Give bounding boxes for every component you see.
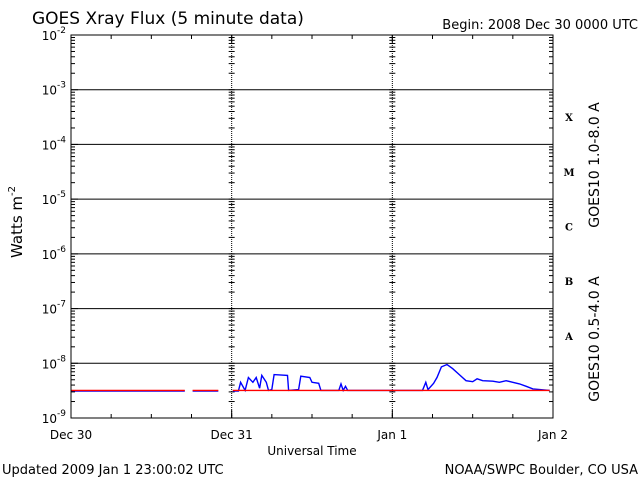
y-tick-label: 10-8: [42, 354, 67, 371]
flare-class-label: M: [563, 168, 574, 179]
flare-class-label: B: [565, 277, 573, 288]
x-tick-label: Dec 30: [50, 428, 92, 442]
x-axis-ticks: Dec 30 Dec 31 Jan 1 Jan 2: [50, 35, 568, 442]
plot-frame: [70, 34, 554, 419]
legend-series-long: GOES10 1.0-8.0 A: [587, 102, 603, 228]
grid-layer: [71, 35, 553, 419]
y-tick-label: 10-9: [42, 409, 67, 426]
x-tick-label: Jan 1: [376, 428, 407, 442]
y-tick-label: 10-5: [42, 190, 66, 207]
flare-class-label: A: [564, 332, 573, 343]
flare-class-labels: A B C M X: [563, 113, 574, 343]
legend-series-short: GOES10 0.5-4.0 A: [587, 276, 603, 402]
y-axis-label-sup: -2: [7, 186, 18, 196]
y-tick-label: 10-7: [42, 300, 66, 317]
y-axis-ticks: 10-9 10-8 10-7 10-6 10-5 10-4 10-3 10-2: [42, 26, 553, 426]
chart-title: GOES Xray Flux (5 minute data): [32, 9, 304, 29]
x-tick-label: Dec 31: [211, 428, 253, 442]
updated-timestamp: Updated 2009 Jan 1 23:00:02 UTC: [2, 463, 224, 478]
y-axis-label: Watts m-2: [7, 186, 26, 258]
y-axis-label-main: Watts m: [8, 196, 26, 258]
y-tick-label: 10-2: [42, 26, 66, 43]
flare-class-label: C: [565, 223, 573, 234]
flare-class-label: X: [565, 113, 573, 124]
source-credit: NOAA/SWPC Boulder, CO USA: [445, 463, 638, 478]
series-layer: [71, 363, 550, 393]
x-tick-label: Jan 2: [537, 428, 568, 442]
y-tick-label: 10-3: [42, 81, 66, 98]
y-tick-label: 10-6: [42, 245, 67, 262]
x-axis-label: Universal Time: [267, 444, 356, 458]
y-tick-label: 10-4: [42, 135, 67, 152]
begin-label: Begin: 2008 Dec 30 0000 UTC: [442, 18, 638, 33]
